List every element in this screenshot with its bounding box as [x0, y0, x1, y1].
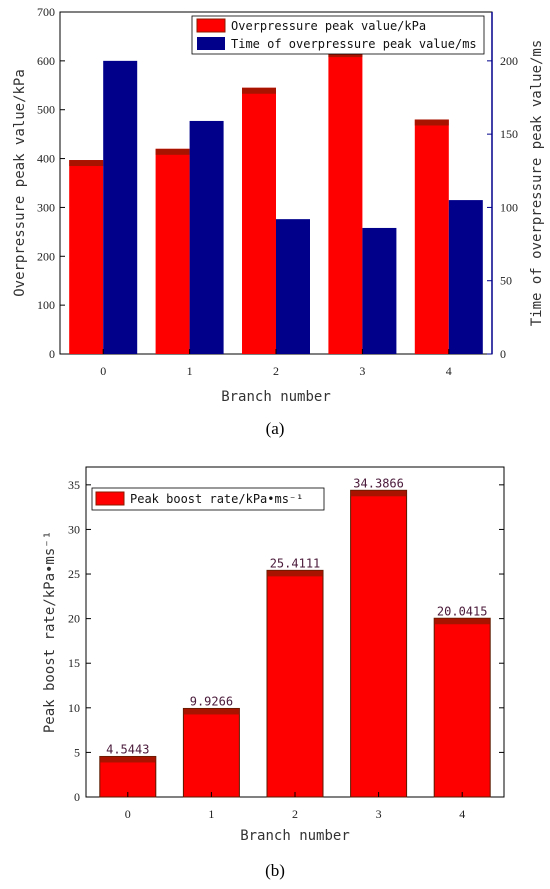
boost-rate-bar-cap-1 [183, 708, 240, 715]
y2-tick-label-150: 150 [500, 127, 518, 141]
boost-rate-bar-cap-0 [99, 756, 156, 763]
chart-a-legend-box [191, 15, 485, 55]
chart-a-y2-axis: 0 50 100 150 200 [487, 12, 518, 361]
boost-rate-bar-4 [433, 617, 491, 798]
y-tick-label-400: 400 [37, 152, 55, 166]
x-tick-label-0: 0 [125, 807, 131, 821]
y2-tick-label-0: 0 [500, 347, 506, 361]
time-bar-4 [448, 200, 483, 354]
boost-rate-label-0: 4.5443 [106, 742, 149, 756]
x-tick-label-3: 3 [359, 364, 365, 378]
x-tick-label-4: 4 [446, 364, 452, 378]
y-tick-label-10: 10 [68, 701, 80, 715]
time-bar-0 [103, 60, 138, 354]
y2-tick-label-200: 200 [500, 54, 518, 68]
y-tick-label-20: 20 [68, 612, 80, 626]
chart-b-xlabel: Branch number [240, 828, 350, 844]
time-bar-3 [362, 227, 397, 354]
y-tick-label-5: 5 [74, 745, 80, 759]
boost-rate-bar-0 [99, 755, 157, 798]
boost-rate-label-4: 20.0415 [437, 604, 488, 618]
chart-a-x-axis: 0 1 2 3 4 [100, 349, 452, 378]
overpressure-bar-cap-2 [242, 87, 276, 94]
x-tick-label-2: 2 [292, 807, 298, 821]
boost-rate-bar-cap-4 [434, 618, 491, 625]
chart-a-y2label: Time of overpressure peak value/ms [529, 40, 545, 327]
chart-b-legend-box [91, 487, 325, 511]
x-tick-label-1: 1 [187, 364, 193, 378]
y-tick-label-0: 0 [49, 347, 55, 361]
boost-rate-label-1: 9.9266 [190, 694, 233, 708]
y-tick-label-0: 0 [74, 790, 80, 804]
overpressure-bar-0 [69, 160, 104, 354]
x-tick-label-0: 0 [100, 364, 106, 378]
boost-rate-bar-3 [350, 489, 408, 798]
chart-a: 0 100 200 300 400 500 600 700 0 50 100 150 200 0 1 2 3… [12, 5, 545, 438]
chart-a-ylabel: Overpressure peak value/kPa [12, 69, 28, 297]
chart-a-legend: Overpressure peak value/kPa Time of over… [191, 15, 485, 55]
y-tick-label-500: 500 [37, 103, 55, 117]
y-tick-label-15: 15 [68, 656, 80, 670]
overpressure-bar-4 [414, 119, 449, 354]
y-tick-label-100: 100 [37, 298, 55, 312]
legend-swatch-boost-rate [95, 491, 125, 506]
boost-rate-label-2: 25.4111 [270, 556, 321, 570]
chart-a-y-axis: 0 100 200 300 400 500 600 700 [37, 5, 65, 361]
y2-tick-label-100: 100 [500, 200, 518, 214]
caption-b: (b) [265, 861, 285, 880]
legend-swatch-overpressure [196, 18, 226, 33]
chart-b-y-axis: 0 5 10 15 20 25 30 35 [68, 478, 504, 804]
y-tick-label-300: 300 [37, 200, 55, 214]
chart-a-xlabel: Branch number [221, 389, 331, 405]
overpressure-bar-cap-4 [414, 119, 449, 126]
chart-a-bars [69, 51, 483, 355]
y-tick-label-700: 700 [37, 5, 55, 19]
x-tick-label-4: 4 [459, 807, 465, 821]
y-tick-label-25: 25 [68, 567, 80, 581]
legend-label-time: Time of overpressure peak value/ms [231, 37, 477, 51]
boost-rate-bar-cap-2 [267, 570, 323, 577]
overpressure-bar-2 [242, 87, 276, 354]
caption-a: (a) [266, 419, 285, 438]
y-tick-label-30: 30 [68, 522, 80, 536]
chart-b-ylabel: Peak boost rate/kPa•ms⁻¹ [42, 531, 58, 733]
overpressure-bar-3 [328, 51, 363, 354]
chart-b-x-axis: 0 1 2 3 4 [125, 792, 465, 821]
boost-rate-label-3: 34.3866 [353, 476, 404, 490]
legend-label-boost-rate: Peak boost rate/kPa•ms⁻¹ [130, 492, 303, 506]
overpressure-bar-cap-0 [69, 160, 104, 167]
boost-rate-bar-2 [266, 569, 324, 798]
overpressure-bar-cap-1 [155, 148, 190, 155]
y-tick-label-200: 200 [37, 249, 55, 263]
y2-tick-label-50: 50 [500, 274, 512, 288]
legend-label-overpressure: Overpressure peak value/kPa [231, 19, 426, 33]
boost-rate-bar-cap-3 [350, 490, 407, 497]
x-tick-label-1: 1 [208, 807, 214, 821]
legend-swatch-time [197, 37, 225, 50]
time-bar-2 [276, 219, 310, 354]
time-bar-1 [189, 120, 224, 355]
x-tick-label-3: 3 [376, 807, 382, 821]
chart-b-bars: 4.5443 9.9266 25.4111 34.3866 20.0415 [99, 476, 491, 798]
y-tick-label-600: 600 [37, 54, 55, 68]
chart-b-legend: Peak boost rate/kPa•ms⁻¹ [91, 487, 325, 511]
x-tick-label-2: 2 [273, 364, 279, 378]
y-tick-label-35: 35 [68, 478, 80, 492]
overpressure-bar-1 [155, 148, 190, 354]
boost-rate-bar-1 [182, 707, 240, 798]
